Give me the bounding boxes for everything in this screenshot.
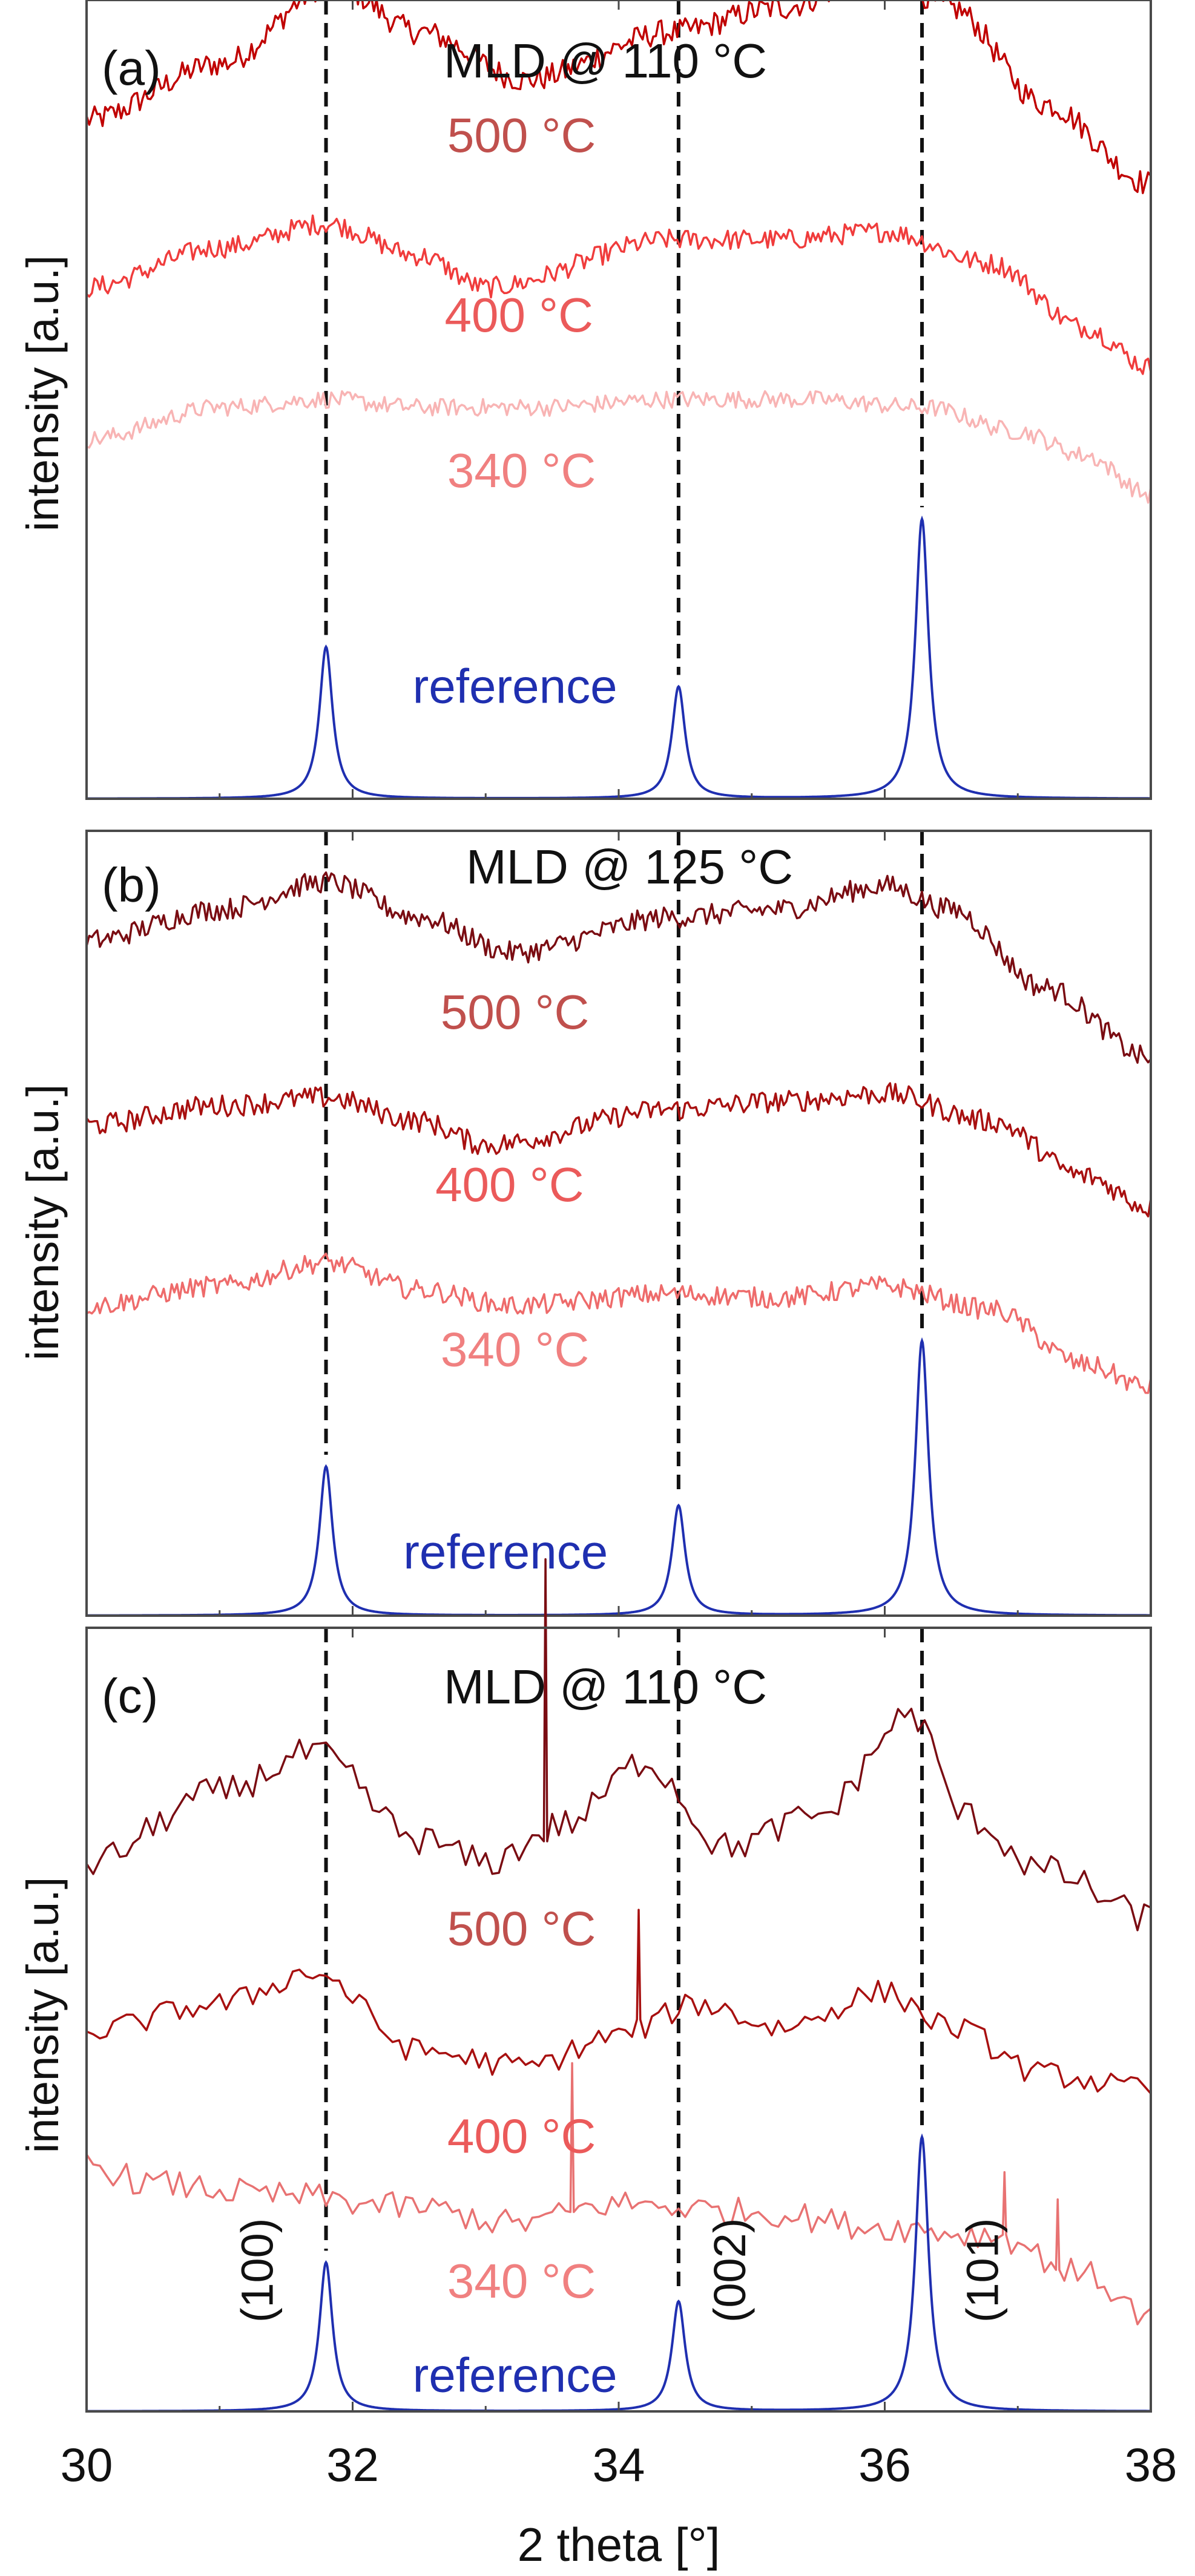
panel-a-frame — [85, 0, 1152, 800]
series-label-c-3: reference — [413, 2348, 617, 2402]
hkl-label-1: (002) — [705, 2218, 755, 2323]
x-tick-label-0: 30 — [61, 2438, 113, 2491]
panel-c-tag: (c) — [102, 1669, 158, 1723]
x-axis: 30 32 34 36 38 — [61, 2438, 1177, 2491]
x-tick-label-2: 34 — [593, 2438, 645, 2491]
series-label-c-2: 340 °C — [447, 2254, 596, 2308]
series-label-c-0: 500 °C — [447, 1901, 596, 1955]
series-b-2 — [86, 1252, 1152, 1394]
series-label-b-0: 500 °C — [441, 985, 589, 1039]
panel-a-tag: (a) — [102, 41, 161, 95]
x-tick-label-4: 38 — [1125, 2438, 1177, 2491]
x-axis-label: 2 theta [°] — [518, 2518, 720, 2571]
panel-c-frame — [85, 1627, 1152, 2413]
series-b-0 — [85, 871, 1152, 1064]
series-label-a-1: 400 °C — [444, 288, 593, 342]
x-tick-label-3: 36 — [858, 2438, 911, 2491]
panel-b-frame — [85, 830, 1152, 1617]
hkl-label-2: (101) — [957, 2218, 1007, 2323]
panel-c-title: MLD @ 110 °C — [444, 1660, 767, 1714]
series-b-1 — [85, 1082, 1152, 1218]
series-label-b-1: 400 °C — [435, 1158, 584, 1211]
panel-c-ylabel: intensity [a.u.] — [18, 1877, 68, 2154]
panel-b-tag: (b) — [102, 858, 161, 912]
series-label-b-2: 340 °C — [441, 1323, 589, 1377]
series-label-c-1: 400 °C — [447, 2109, 596, 2163]
series-c-1 — [86, 1909, 1152, 2094]
series-a-1 — [85, 214, 1152, 375]
panel-a: 500 °C 400 °C 340 °C reference (a) MLD @ 11… — [18, 0, 1152, 800]
series-label-b-3: reference — [403, 1525, 608, 1579]
panel-a-title: MLD @ 110 °C — [444, 34, 767, 88]
series-label-a-2: 340 °C — [447, 444, 596, 497]
series-a-2 — [86, 390, 1152, 504]
panel-c: 500 °C 400 °C 340 °C reference (100) (002) (10… — [18, 1558, 1152, 2413]
panel-a-ylabel: intensity [a.u.] — [18, 255, 68, 532]
panel-b-title: MLD @ 125 °C — [466, 840, 793, 894]
x-tick-label-1: 32 — [326, 2438, 379, 2491]
series-c-2 — [85, 2062, 1152, 2325]
series-a-0 — [85, 0, 1152, 194]
series-c-0 — [85, 1558, 1151, 1932]
panel-b-ylabel: intensity [a.u.] — [18, 1084, 68, 1361]
series-label-a-3: reference — [413, 660, 617, 713]
panel-b: 500 °C 400 °C 340 °C reference (b) MLD @ 12… — [18, 830, 1152, 1617]
hkl-label-0: (100) — [232, 2218, 283, 2323]
series-label-a-0: 500 °C — [447, 108, 596, 162]
